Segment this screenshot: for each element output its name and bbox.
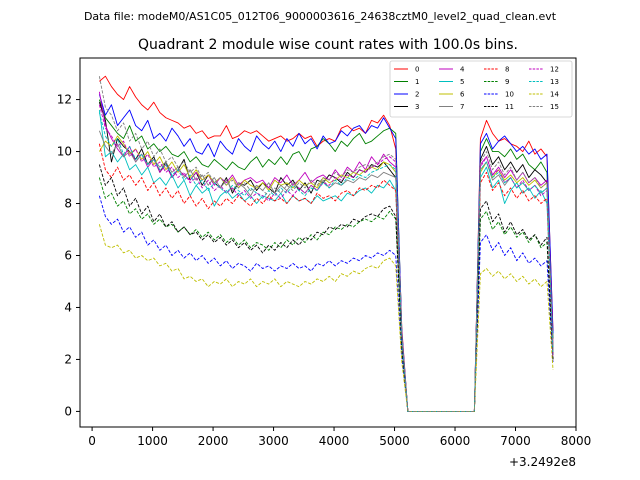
legend-label-10: 10	[505, 91, 514, 99]
legend-label-13: 13	[550, 78, 559, 86]
legend-label-15: 15	[550, 103, 559, 111]
legend-label-12: 12	[550, 66, 559, 74]
x-tick-label: 0	[88, 434, 96, 448]
y-tick-label: 4	[64, 300, 72, 314]
x-tick-label: 4000	[319, 434, 350, 448]
y-tick-label: 10	[57, 145, 72, 159]
legend-label-5: 5	[460, 78, 464, 86]
data-file-label: Data file: modeM0/AS1C05_012T06_90000036…	[84, 10, 557, 23]
legend-label-3: 3	[415, 103, 419, 111]
legend-label-9: 9	[505, 78, 509, 86]
x-tick-label: 5000	[379, 434, 410, 448]
legend-frame	[389, 60, 573, 118]
series-line-11	[98, 164, 554, 412]
legend-label-0: 0	[415, 66, 419, 74]
x-tick-label: 6000	[440, 434, 471, 448]
legend-label-2: 2	[415, 91, 419, 99]
legend-label-1: 1	[415, 78, 419, 86]
plot-area-frame	[79, 57, 577, 428]
series-line-15	[98, 76, 554, 412]
series-line-14	[98, 224, 554, 412]
y-tick-label: 2	[64, 352, 72, 366]
series-layer	[98, 75, 554, 412]
x-tick-label: 1000	[137, 434, 168, 448]
chart-title: Quadrant 2 module wise count rates with …	[138, 37, 518, 53]
legend-label-14: 14	[550, 91, 559, 99]
legend-label-8: 8	[505, 66, 509, 74]
y-tick-label: 8	[64, 197, 72, 211]
legend-label-6: 6	[460, 91, 465, 99]
x-tick-label: 2000	[198, 434, 229, 448]
series-line-13	[98, 112, 554, 412]
legend-label-11: 11	[505, 103, 514, 111]
x-tick-label: 3000	[258, 434, 289, 448]
y-tick-label: 0	[64, 404, 72, 418]
legend-label-4: 4	[460, 66, 465, 74]
x-tick-label: 7000	[500, 434, 531, 448]
y-axis: 0 2 4 6 8 10 12	[57, 93, 80, 418]
y-tick-label: 12	[57, 93, 72, 107]
legend-label-7: 7	[460, 103, 464, 111]
y-tick-label: 6	[64, 248, 72, 262]
series-line-10	[98, 195, 554, 412]
x-axis: 0 1000 2000 3000 4000 5000 6000 7000 8000	[88, 427, 591, 448]
x-axis-offset-text: +3.2492e8	[509, 455, 576, 469]
x-tick-label: 8000	[561, 434, 592, 448]
